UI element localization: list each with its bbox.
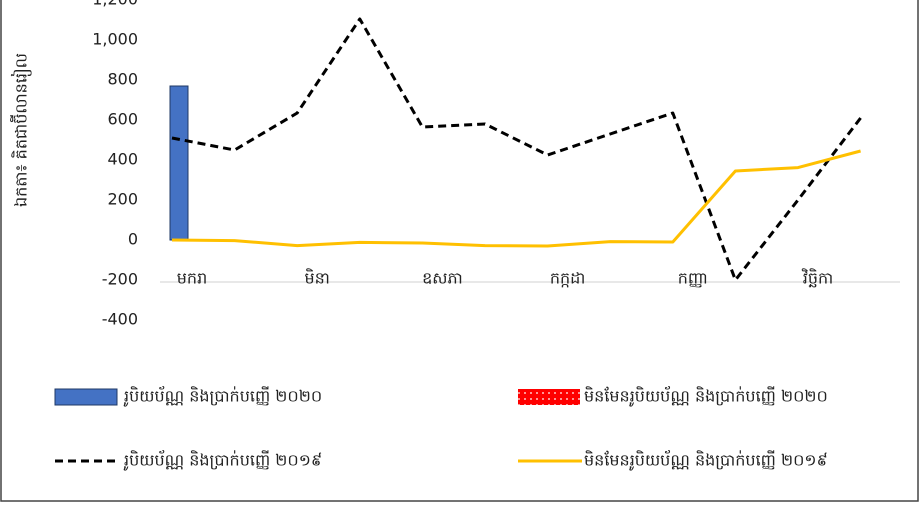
legend-label: មិនមែនរូបិយប័ណ្ណ និងប្រាក់បញ្ញើ ២០២០: [584, 386, 828, 408]
x-tick-label: មិនា: [305, 268, 330, 288]
y-tick-label: 1,200: [92, 0, 138, 9]
x-tick-label: ឧសភា: [422, 269, 463, 288]
y-tick-label: 0: [128, 230, 138, 249]
legend-label: មិនមែនរូបិយប័ណ្ណ និងប្រាក់បញ្ញើ ២០១៩: [584, 450, 828, 472]
y-tick-label: -400: [102, 310, 138, 329]
y-tick-label: 800: [107, 70, 138, 89]
y-tick-label: 200: [107, 190, 138, 209]
y-tick-label: -200: [102, 270, 138, 289]
x-tick-label: វិច្ឆិកា: [801, 268, 833, 288]
legend-swatch: [54, 388, 118, 406]
y-tick-label: 1,000: [92, 30, 138, 49]
x-tick-label: កញ្ញា: [678, 269, 708, 288]
y-tick-label: 400: [107, 150, 138, 169]
x-tick-label: កក្កដា: [550, 269, 586, 288]
line-series: [171, 17, 862, 282]
y-axis-label: ឯកតា៖ គិតជាប៊ីលានរៀល: [10, 53, 33, 207]
legend-label: រូបិយប័ណ្ណ និងប្រាក់បញ្ញើ ២០២០: [123, 386, 322, 408]
y-tick-label: 600: [107, 110, 138, 129]
x-tick-label: មករា: [177, 269, 207, 288]
legend-swatch: [518, 389, 580, 405]
legend-label: រូបិយប័ណ្ណ និងប្រាក់បញ្ញើ ២០១៩: [123, 450, 322, 472]
bar: [169, 85, 189, 241]
line-series: [171, 149, 861, 248]
